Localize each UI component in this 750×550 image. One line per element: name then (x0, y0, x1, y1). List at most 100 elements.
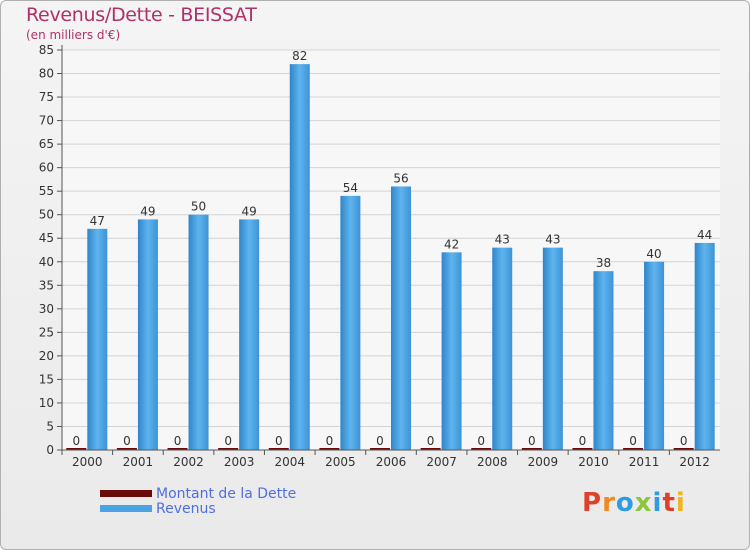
y-tick-label: 50 (39, 208, 54, 222)
x-tick-label: 2008 (477, 455, 508, 469)
data-label-revenus: 47 (90, 214, 105, 228)
data-label-revenus: 43 (545, 233, 560, 247)
legend-swatch-revenus (100, 505, 152, 512)
logo-letter: r (602, 488, 616, 518)
x-tick-label: 2010 (578, 455, 609, 469)
logo-letter: P (582, 488, 603, 518)
bar-revenus (340, 195, 361, 450)
y-tick-label: 25 (39, 325, 54, 339)
data-label-revenus: 43 (495, 233, 510, 247)
y-tick-label: 0 (46, 443, 54, 457)
bar-revenus (694, 242, 715, 450)
x-tick-label: 2007 (426, 455, 457, 469)
x-tick-label: 2003 (224, 455, 255, 469)
y-tick-label: 55 (39, 184, 54, 198)
x-tick-label: 2012 (679, 455, 710, 469)
x-tick-label: 2011 (629, 455, 660, 469)
bar-revenus (239, 219, 260, 450)
bar-revenus (542, 247, 563, 450)
data-label-debt: 0 (174, 434, 182, 448)
data-label-revenus: 44 (697, 228, 712, 242)
legend: Montant de la Dette Revenus (100, 485, 297, 517)
data-label-revenus: 82 (292, 49, 307, 63)
bar-debt (471, 448, 492, 450)
legend-swatch-debt (100, 490, 152, 497)
bar-revenus (391, 186, 411, 450)
bar-revenus (87, 228, 108, 450)
bar-debt (521, 448, 542, 450)
bar-revenus (188, 214, 209, 450)
x-tick-label: 2000 (72, 455, 103, 469)
legend-item-revenus: Revenus (100, 500, 296, 517)
y-tick-label: 65 (39, 137, 54, 151)
bar-revenus (289, 64, 310, 450)
y-tick-label: 75 (39, 90, 54, 104)
y-tick-label: 45 (39, 231, 54, 245)
bar-debt (116, 448, 137, 450)
bar-revenus (441, 252, 462, 450)
y-tick-label: 5 (46, 419, 54, 433)
data-label-revenus: 49 (140, 204, 155, 218)
logo-letter: i (652, 488, 663, 518)
data-label-revenus: 38 (596, 256, 611, 270)
data-label-debt: 0 (427, 434, 435, 448)
bar-debt (319, 448, 340, 450)
logo-letter: i (675, 488, 686, 518)
data-label-debt: 0 (528, 434, 536, 448)
y-tick-label: 60 (39, 161, 54, 175)
bar-debt (268, 448, 289, 450)
y-tick-label: 70 (39, 114, 54, 128)
data-label-debt: 0 (326, 434, 334, 448)
y-tick-label: 40 (39, 255, 54, 269)
data-label-debt: 0 (579, 434, 587, 448)
data-label-debt: 0 (275, 434, 283, 448)
y-tick-label: 20 (39, 349, 54, 363)
bar-revenus (492, 247, 513, 450)
bar-revenus (644, 261, 665, 450)
bar-debt (218, 448, 239, 450)
legend-label-debt: Montant de la Dette (156, 485, 297, 502)
x-tick-label: 2006 (376, 455, 407, 469)
data-label-revenus: 40 (646, 247, 661, 261)
bar-revenus (137, 219, 158, 450)
data-label-revenus: 49 (242, 204, 257, 218)
data-label-revenus: 42 (444, 237, 459, 251)
data-label-debt: 0 (477, 434, 485, 448)
data-label-revenus: 54 (343, 181, 358, 195)
y-tick-label: 80 (39, 67, 54, 81)
bar-revenus (593, 271, 614, 450)
chart-subtitle: (en milliers d'€) (26, 28, 121, 42)
bar-debt (370, 448, 390, 450)
bar-debt (572, 448, 593, 450)
legend-item-debt: Montant de la Dette (100, 485, 297, 502)
x-tick-label: 2002 (173, 455, 204, 469)
y-tick-label: 10 (39, 396, 54, 410)
bar-debt (167, 448, 188, 450)
bar-debt (420, 448, 441, 450)
x-tick-label: 2009 (528, 455, 559, 469)
bar-debt (66, 448, 87, 450)
proxiti-logo: Proxiti (582, 488, 686, 518)
data-label-debt: 0 (72, 434, 80, 448)
y-tick-label: 30 (39, 302, 54, 316)
data-label-debt: 0 (224, 434, 232, 448)
logo-letter: o (615, 488, 635, 518)
logo-letter: x (634, 488, 653, 518)
x-tick-label: 2004 (274, 455, 305, 469)
y-tick-label: 85 (39, 43, 54, 57)
bar-debt (673, 448, 694, 450)
data-label-debt: 0 (680, 434, 688, 448)
y-tick-label: 35 (39, 278, 54, 292)
data-label-debt: 0 (376, 434, 384, 448)
bar-debt (623, 448, 644, 450)
y-tick-label: 15 (39, 372, 54, 386)
x-tick-label: 2005 (325, 455, 356, 469)
legend-label-revenus: Revenus (156, 500, 216, 517)
data-label-debt: 0 (123, 434, 131, 448)
data-label-debt: 0 (629, 434, 637, 448)
data-label-revenus: 50 (191, 200, 206, 214)
x-tick-label: 2001 (123, 455, 154, 469)
logo-letter: t (662, 488, 676, 518)
chart-title: Revenus/Dette - BEISSAT (26, 4, 257, 26)
